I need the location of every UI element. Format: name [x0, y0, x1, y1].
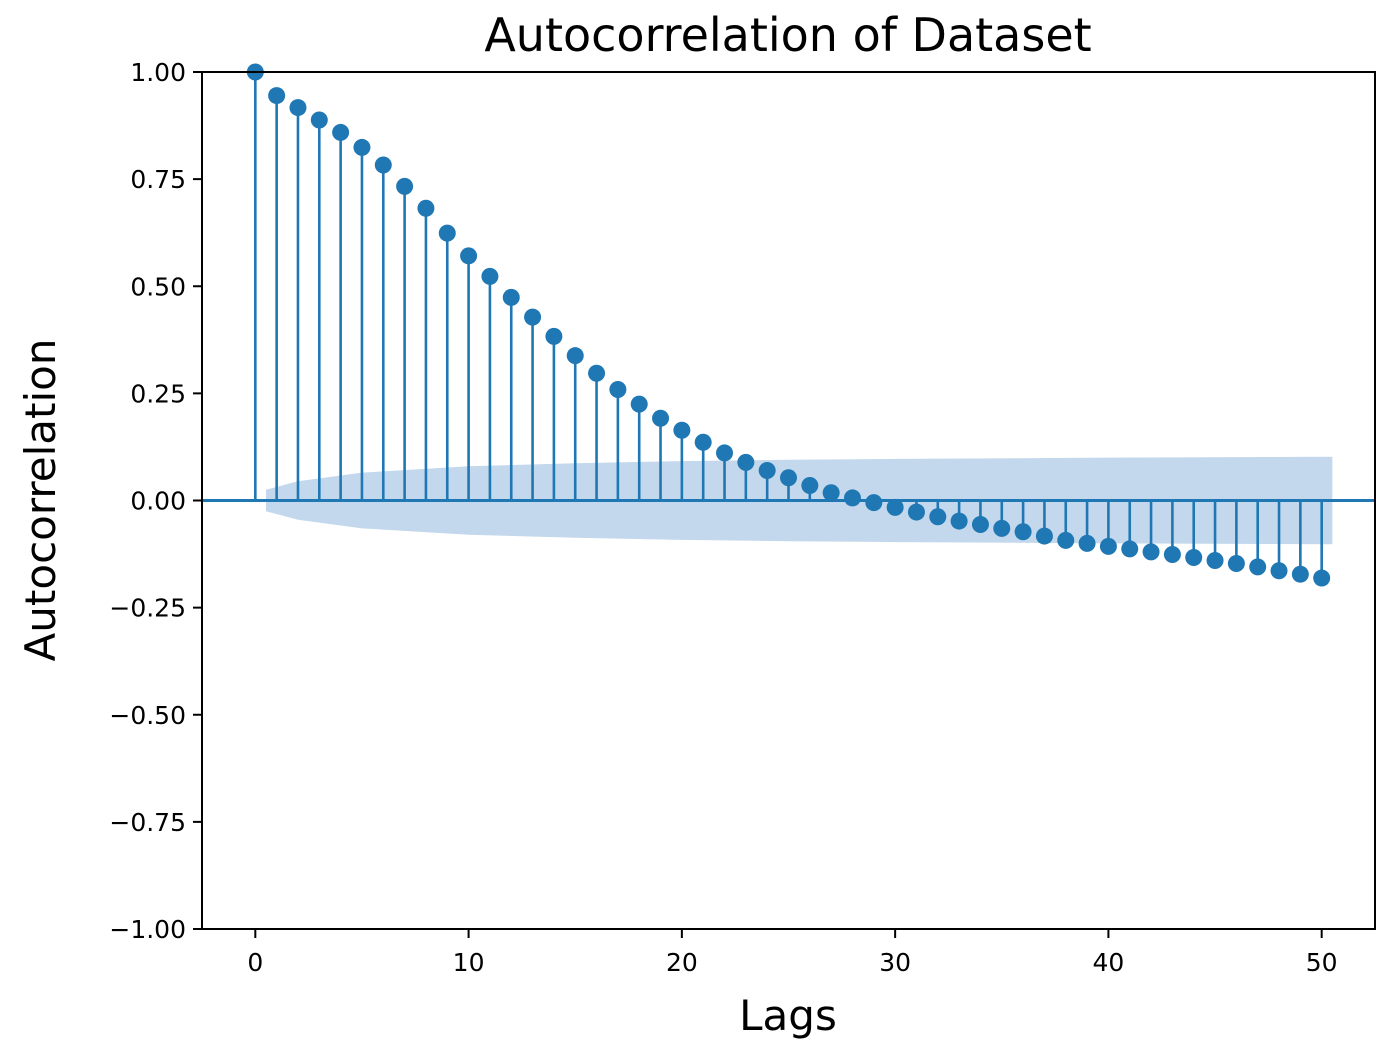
y-axis-title: Autocorrelation: [16, 339, 65, 662]
stem-marker: [566, 347, 584, 365]
stem-marker: [993, 519, 1011, 537]
stem-marker: [1035, 527, 1053, 545]
stem-marker: [673, 421, 691, 439]
stem-marker: [1313, 569, 1331, 587]
stem-marker: [1291, 565, 1309, 583]
stem-marker: [652, 409, 670, 427]
stem-marker: [886, 498, 904, 516]
stem-marker: [438, 224, 456, 242]
stem-marker: [758, 462, 776, 480]
x-tick-label: 50: [1306, 948, 1338, 977]
stem-marker: [374, 156, 392, 174]
stem-marker: [907, 503, 925, 521]
stem-marker: [310, 111, 328, 129]
stem-marker: [737, 453, 755, 471]
stem-marker: [971, 515, 989, 533]
y-tick-label: −0.25: [109, 594, 186, 623]
stem-marker: [609, 381, 627, 399]
y-tick-label: 0.75: [130, 165, 186, 194]
stem-marker: [630, 395, 648, 413]
stem-marker: [545, 327, 563, 345]
stem-marker: [1014, 523, 1032, 541]
stem-marker: [1163, 545, 1181, 563]
y-tick-label: 0.00: [130, 487, 186, 516]
x-tick-label: 20: [666, 948, 698, 977]
stem-marker: [481, 267, 499, 285]
stem-marker: [460, 247, 478, 265]
y-tick-label: 1.00: [130, 58, 186, 87]
y-tick-label: −0.50: [109, 701, 186, 730]
y-tick-label: −0.75: [109, 808, 186, 837]
x-axis-title: Lags: [739, 991, 837, 1040]
stem-marker: [694, 433, 712, 451]
stem-marker: [865, 494, 883, 512]
stem-marker: [822, 484, 840, 502]
stem-marker: [1078, 534, 1096, 552]
y-tick-label: 0.50: [130, 272, 186, 301]
stem-marker: [332, 123, 350, 141]
stem-marker: [716, 444, 734, 462]
x-tick-label: 30: [879, 948, 911, 977]
stem-marker: [417, 199, 435, 217]
stem-marker: [801, 477, 819, 495]
y-tick-label: 0.25: [130, 379, 186, 408]
stem-marker: [1249, 558, 1267, 576]
stem-marker: [843, 489, 861, 507]
x-tick-label: 10: [453, 948, 485, 977]
stem-marker: [588, 364, 606, 382]
stem-marker: [1270, 562, 1288, 580]
stem-marker: [353, 138, 371, 156]
stem-marker: [780, 469, 797, 487]
stem-marker: [289, 99, 307, 117]
stem-marker: [502, 288, 520, 306]
stem-marker: [1142, 543, 1160, 561]
y-tick-label: −1.00: [109, 915, 186, 944]
x-tick-label: 40: [1093, 948, 1125, 977]
stem-marker: [1057, 531, 1075, 549]
stem-marker: [268, 87, 286, 105]
stem-marker: [1121, 540, 1139, 558]
stem-marker: [1227, 554, 1245, 572]
stem-marker: [1099, 537, 1117, 555]
stem-marker: [396, 177, 414, 195]
stem-marker: [1185, 548, 1203, 566]
chart-title: Autocorrelation of Dataset: [484, 8, 1091, 62]
plot-area: 0 10 20 30 40 50 −1.00 −0.75 −0.50 −0.25 0.00 0.25 0…: [109, 58, 1376, 977]
stem-marker: [524, 308, 542, 326]
x-tick-label: 0: [247, 948, 263, 977]
stem-marker: [929, 508, 947, 526]
stem-marker: [950, 512, 968, 530]
stem-marker: [1206, 551, 1224, 569]
